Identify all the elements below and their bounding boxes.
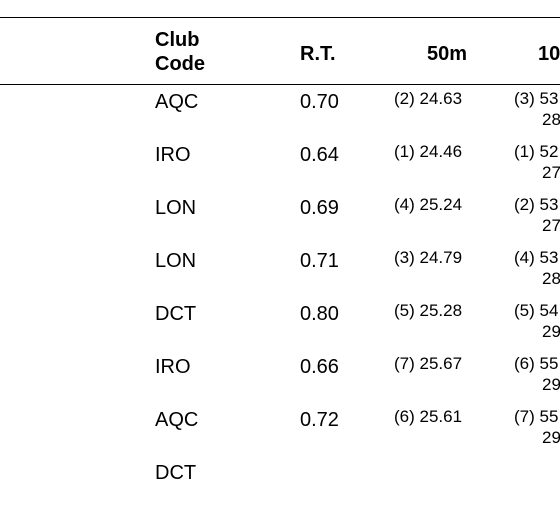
club-code-cell: LON (155, 250, 197, 272)
sub-split-cell: 28 (542, 110, 560, 129)
club-code-cell: DCT (155, 462, 197, 484)
table-row: IRO 0.66 (7) 25.67 (6) 55 29 (0, 351, 560, 404)
split-50m-cell: (3) 24.79 (394, 248, 463, 267)
reaction-time-cell: 0.80 (300, 303, 339, 325)
table-row: AQC 0.70 (2) 24.63 (3) 53 28 (0, 86, 560, 139)
split-100m-cell: (6) 55 (514, 354, 559, 373)
club-code-cell: IRO (155, 356, 191, 378)
header-club-code: Club Code (155, 28, 205, 76)
header-club-line2: Code (155, 53, 205, 75)
header-reaction-time: R.T. (300, 43, 336, 65)
sub-split-cell: 28 (542, 269, 560, 288)
header-club-line1: Club (155, 29, 200, 51)
club-code-cell: AQC (155, 91, 199, 113)
split-50m-cell: (4) 25.24 (394, 195, 463, 214)
sub-split-cell: 29 (542, 322, 560, 341)
split-100m-cell: (2) 53 (514, 195, 559, 214)
table-header-rule (0, 84, 560, 85)
reaction-time-cell: 0.64 (300, 144, 339, 166)
split-50m-cell: (5) 25.28 (394, 301, 463, 320)
split-100m-cell: (7) 55 (514, 407, 559, 426)
reaction-time-cell: 0.69 (300, 197, 339, 219)
split-50m-cell: (6) 25.61 (394, 407, 463, 426)
club-code-cell: AQC (155, 409, 199, 431)
club-code-cell: LON (155, 197, 197, 219)
split-50m-cell: (1) 24.46 (394, 142, 463, 161)
reaction-time-cell: 0.71 (300, 250, 339, 272)
table-row: LON 0.71 (3) 24.79 (4) 53 28 (0, 245, 560, 298)
reaction-time-cell: 0.72 (300, 409, 339, 431)
split-50m-cell: (7) 25.67 (394, 354, 463, 373)
table-row: IRO 0.64 (1) 24.46 (1) 52 27 (0, 139, 560, 192)
header-50m: 50m (427, 43, 468, 65)
reaction-time-cell: 0.70 (300, 91, 339, 113)
sub-split-cell: 27 (542, 216, 560, 235)
split-100m-cell: (3) 53 (514, 89, 559, 108)
header-100m: 10 (538, 43, 560, 65)
table-row: LON 0.69 (4) 25.24 (2) 53 27 (0, 192, 560, 245)
club-code-cell: IRO (155, 144, 191, 166)
split-100m-cell: (1) 52 (514, 142, 559, 161)
sub-split-cell: 29 (542, 375, 560, 394)
sub-split-cell: 29 (542, 428, 560, 447)
reaction-time-cell: 0.66 (300, 356, 339, 378)
club-code-cell: DCT (155, 303, 197, 325)
table-row: DCT 0.80 (5) 25.28 (5) 54 29 (0, 298, 560, 351)
split-100m-cell: (4) 53 (514, 248, 559, 267)
table-row: DCT (0, 457, 560, 510)
split-100m-cell: (5) 54 (514, 301, 559, 320)
split-50m-cell: (2) 24.63 (394, 89, 463, 108)
sub-split-cell: 27 (542, 163, 560, 182)
table-top-rule (0, 17, 560, 18)
table-row: AQC 0.72 (6) 25.61 (7) 55 29 (0, 404, 560, 457)
